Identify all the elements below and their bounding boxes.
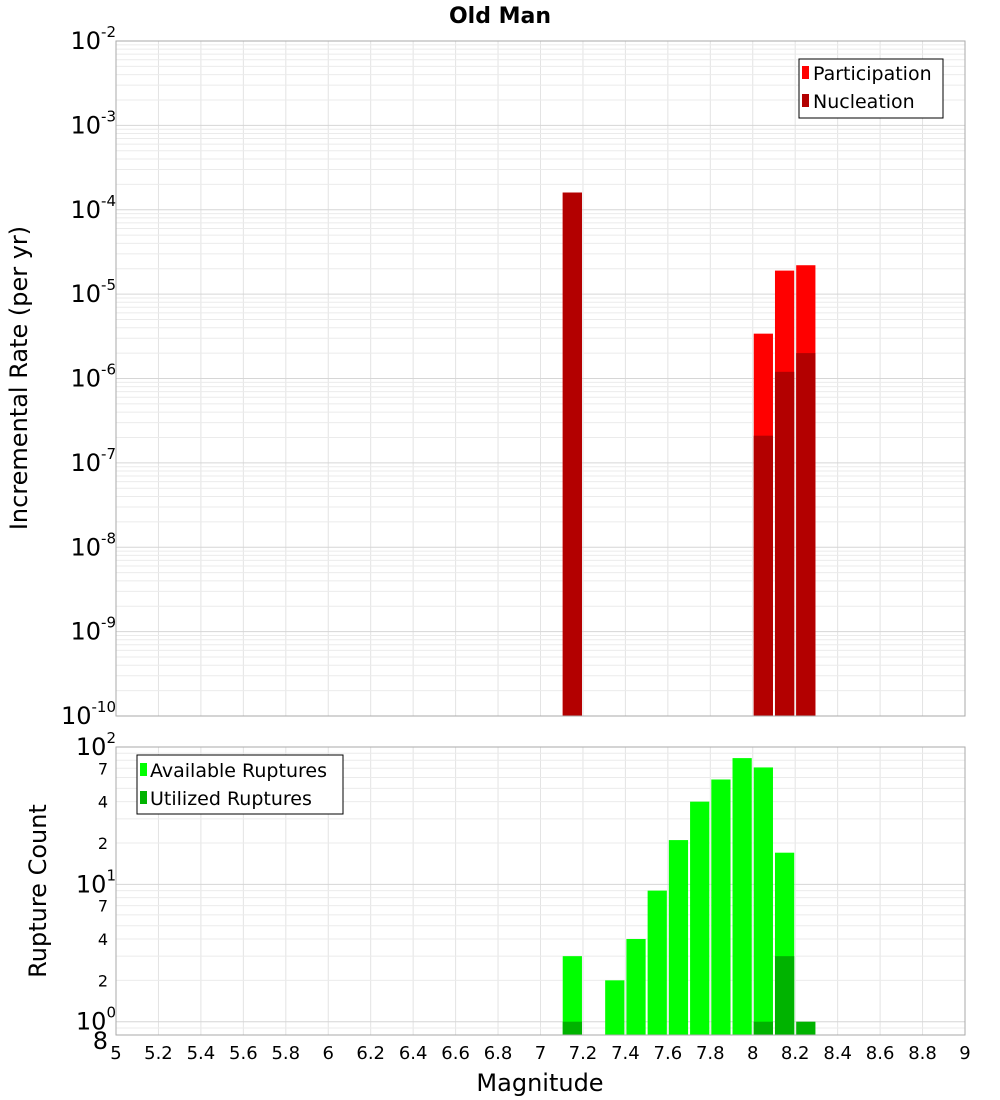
top-y-tick-label: 10-9 [70,614,116,646]
bottom-y-minor-tick-label: 4 [98,930,108,949]
top-plot-frame [115,40,966,717]
x-tick-label: 6 [323,1043,334,1064]
bottom-y-minor-tick-label: 7 [98,897,108,916]
x-tick-label: 7 [535,1043,546,1064]
top-y-tick-label: 10-5 [70,276,116,308]
bottom-bar-utilized-ruptures [562,1021,582,1035]
bottom-y-tick-label: 101 [76,866,116,898]
bottom-bar-available-ruptures [562,956,582,1035]
top-legend: Participation Nucleation [798,58,944,119]
legend-swatch-available [140,763,147,776]
x-tick-label: 7.8 [696,1043,725,1064]
bottom-bar-available-ruptures [647,890,667,1035]
bottom-y-tick-label: 102 [76,729,116,761]
bottom-bar-utilized-ruptures [753,1021,773,1035]
x-tick-label: 8.8 [908,1043,937,1064]
x-tick-label: 5.2 [144,1043,173,1064]
top-legend-box [798,58,944,119]
bottom-y-axis-label: Rupture Count [24,804,52,978]
x-tick-label: 5.8 [271,1043,300,1064]
x-tick-label: 9 [959,1043,970,1064]
bottom-bar-utilized-ruptures [774,956,795,1035]
x-tick-label: 8.2 [781,1043,810,1064]
bottom-bar-utilized-ruptures [796,1021,816,1035]
legend-label-nucleation: Nucleation [813,91,915,113]
bottom-y-minor-tick-label: 8 [93,1027,108,1055]
top-y-tick-label: 10-7 [70,445,116,477]
bottom-bar-available-ruptures [668,840,689,1035]
top-bar-nucleation [562,192,582,717]
top-bars [562,192,816,717]
x-tick-label: 6.4 [399,1043,428,1064]
bottom-legend-box [136,754,344,815]
top-y-tick-label: 10-10 [61,698,116,730]
x-axis-label: Magnitude [476,1069,603,1097]
bottom-bar-available-ruptures [753,767,773,1035]
x-tick-labels: 5 5.2 5.4 5.6 5.8 6 6.2 6.4 6.6 6.8 7 7.2 7.4 7.6 7.8 8… [110,1043,970,1064]
bottom-bar-available-ruptures [605,980,625,1035]
legend-label-participation: Participation [813,63,932,85]
bottom-legend: Available Ruptures Utilized Ruptures [136,754,344,815]
top-chart-panel: 10-10 10-9 10-8 10-7 10-6 10-5 10-4 10-3 10-2 In… [5,23,966,730]
x-tick-label: 6.2 [356,1043,385,1064]
x-tick-label: 7.4 [611,1043,640,1064]
legend-label-available: Available Ruptures [150,760,327,782]
x-tick-label: 5.4 [187,1043,216,1064]
legend-label-utilized: Utilized Ruptures [150,788,312,810]
top-y-axis-label: Incremental Rate (per yr) [5,226,33,530]
top-y-tick-label: 10-2 [70,23,116,55]
bottom-chart-panel: 100 101 102 8 2 4 7 2 4 7 5 5.2 5.4 5.6 5.8 6 6.2 6.4 6.6… [24,729,971,1097]
bottom-bars [562,758,816,1035]
top-y-tick-label: 10-3 [70,107,116,139]
legend-swatch-utilized [140,791,147,804]
top-y-tick-label: 10-6 [70,361,116,393]
bottom-bar-available-ruptures [690,801,710,1035]
x-tick-label: 8.4 [823,1043,852,1064]
top-bar-nucleation [753,435,773,716]
top-gridlines [115,41,966,717]
x-tick-label: 7.2 [569,1043,598,1064]
legend-swatch-participation [802,66,809,79]
bottom-y-minor-tick-label: 2 [98,834,108,853]
top-y-tick-label: 10-4 [70,192,116,224]
x-tick-label: 8 [747,1043,758,1064]
x-tick-label: 7.6 [654,1043,683,1064]
x-tick-label: 5.6 [229,1043,258,1064]
top-bar-nucleation [796,353,816,716]
x-tick-label: 8.6 [866,1043,895,1064]
x-tick-label: 5 [110,1043,121,1064]
top-bar-nucleation [774,371,795,716]
bottom-plot-frame [115,746,966,1036]
x-tick-label: 6.6 [441,1043,470,1064]
bottom-y-minor-tick-label: 7 [98,759,108,778]
top-y-tick-labels: 10-10 10-9 10-8 10-7 10-6 10-5 10-4 10-3 10-2 [61,23,116,730]
bottom-bar-available-ruptures [732,758,752,1035]
x-tick-label: 6.8 [484,1043,513,1064]
bottom-y-minor-tick-label: 2 [98,971,108,990]
bottom-bar-available-ruptures [626,939,646,1035]
bottom-y-minor-tick-label: 4 [98,793,108,812]
chart-title: Old Man [449,4,551,29]
bottom-y-tick-label: 100 [76,1004,116,1036]
bottom-bar-available-ruptures [711,779,731,1035]
top-y-tick-label: 10-8 [70,529,116,561]
bottom-y-tick-labels: 100 101 102 8 2 4 7 2 4 7 [76,729,116,1055]
legend-swatch-nucleation [802,94,809,107]
